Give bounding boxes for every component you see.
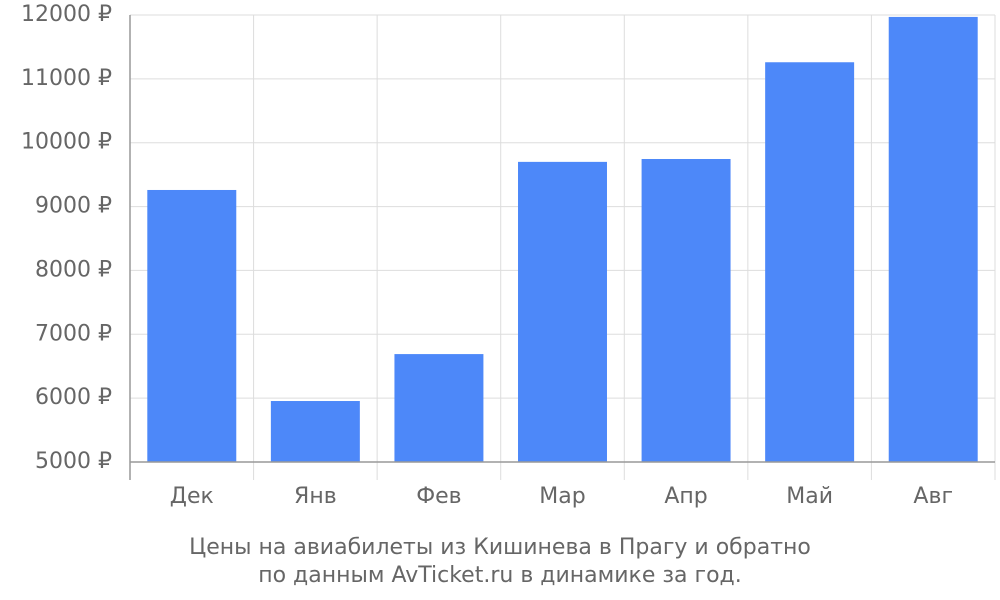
y-tick-label: 11000 ₽: [21, 66, 112, 91]
x-tick-label: Фев: [416, 484, 461, 509]
x-tick-label: Апр: [664, 484, 707, 509]
bar: [270, 401, 360, 462]
bar: [888, 16, 978, 463]
bar: [147, 189, 237, 462]
x-tick-label: Авг: [913, 484, 953, 509]
bar: [641, 158, 731, 462]
bar: [765, 62, 855, 463]
caption: Цены на авиабилеты из Кишинева в Прагу и…: [189, 535, 811, 560]
bar: [394, 354, 484, 462]
y-tick-label: 12000 ₽: [21, 2, 112, 27]
x-tick-label: Май: [786, 484, 833, 509]
caption: по данным AvTicket.ru в динамике за год.: [258, 563, 742, 588]
x-tick-label: Мар: [539, 484, 585, 509]
y-tick-label: 10000 ₽: [21, 130, 112, 155]
y-tick-label: 9000 ₽: [35, 194, 112, 219]
y-tick-label: 5000 ₽: [35, 449, 112, 474]
y-tick-label: 7000 ₽: [35, 321, 112, 346]
bar: [518, 161, 607, 462]
x-tick-label: Янв: [294, 484, 337, 509]
y-tick-label: 8000 ₽: [35, 257, 112, 282]
x-tick-label: Дек: [170, 484, 214, 509]
y-tick-label: 6000 ₽: [35, 385, 112, 410]
